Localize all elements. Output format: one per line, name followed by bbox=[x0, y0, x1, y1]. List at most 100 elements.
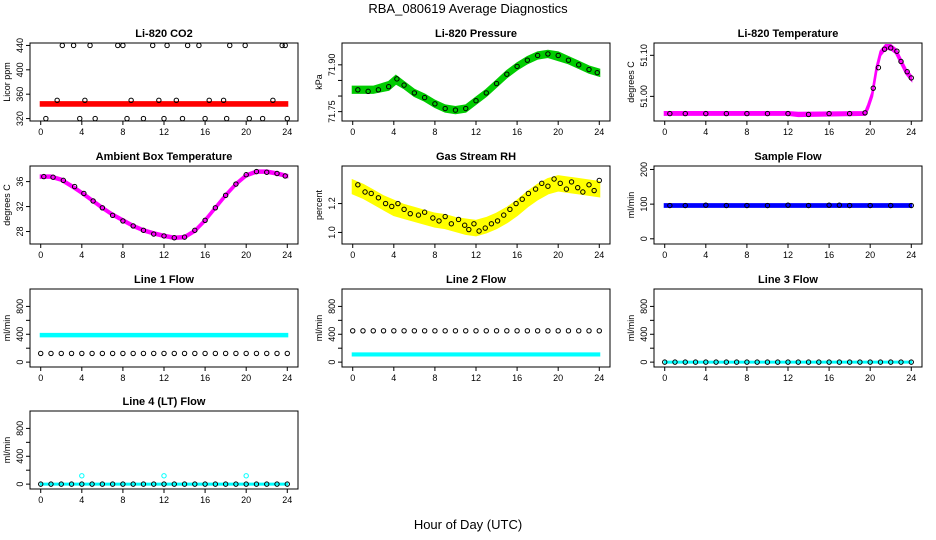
data-point bbox=[908, 75, 914, 81]
data-point bbox=[473, 328, 479, 334]
x-tick-label: 20 bbox=[865, 250, 875, 260]
data-point bbox=[259, 115, 266, 121]
data-point bbox=[826, 359, 832, 365]
y-axis-label: percent bbox=[314, 189, 324, 220]
data-point bbox=[181, 350, 188, 357]
data-point bbox=[89, 350, 95, 357]
data-point bbox=[360, 328, 366, 334]
data-point bbox=[270, 97, 276, 103]
data-point bbox=[473, 98, 479, 104]
x-tick-label: 12 bbox=[159, 250, 169, 260]
data-point bbox=[184, 43, 191, 49]
data-point bbox=[401, 82, 407, 88]
x-tick-label: 12 bbox=[159, 373, 169, 383]
data-point bbox=[514, 328, 520, 334]
panel-3: Li-820 Temperature degrees C 0 4 8 12 16 20 24 51… bbox=[626, 28, 923, 137]
panel-title: Sample Flow bbox=[754, 151, 822, 163]
data-point bbox=[795, 359, 801, 365]
data-point bbox=[682, 359, 688, 365]
data-point bbox=[140, 115, 147, 121]
x-tick-label: 12 bbox=[471, 250, 481, 260]
x-tick-label: 20 bbox=[241, 127, 251, 137]
data-point bbox=[596, 177, 602, 184]
data-point bbox=[156, 97, 162, 103]
data-point bbox=[493, 80, 500, 87]
data-point bbox=[692, 359, 699, 365]
data-band bbox=[351, 175, 601, 237]
data-point bbox=[375, 87, 382, 93]
data-point bbox=[744, 110, 750, 117]
data-point bbox=[171, 481, 177, 487]
data-point bbox=[407, 210, 413, 217]
data-point bbox=[662, 359, 668, 365]
x-tick-label: 12 bbox=[159, 495, 169, 505]
x-tick-label: 16 bbox=[200, 127, 210, 137]
data-point bbox=[233, 181, 239, 187]
data-point bbox=[130, 481, 136, 487]
data-point bbox=[836, 359, 843, 365]
x-tick-label: 4 bbox=[391, 373, 396, 383]
x-tick-label: 8 bbox=[744, 127, 749, 137]
data-point bbox=[38, 350, 44, 357]
x-tick-label: 8 bbox=[744, 373, 749, 383]
panel-title: Li-820 Pressure bbox=[435, 28, 517, 40]
y-tick-label: 200 bbox=[639, 162, 649, 177]
data-point bbox=[243, 473, 249, 479]
data-point bbox=[171, 235, 177, 241]
data-point bbox=[60, 177, 67, 184]
data-point bbox=[140, 350, 147, 357]
data-point bbox=[463, 328, 469, 334]
data-point bbox=[202, 115, 208, 121]
data-point bbox=[284, 481, 290, 487]
data-point bbox=[48, 350, 54, 357]
data-point bbox=[805, 111, 812, 118]
data-point bbox=[826, 202, 832, 208]
x-tick-label: 12 bbox=[471, 127, 481, 137]
data-point bbox=[862, 110, 868, 116]
data-point bbox=[888, 45, 894, 51]
data-point bbox=[401, 328, 407, 334]
x-tick-label: 8 bbox=[744, 250, 749, 260]
data-point bbox=[401, 206, 407, 213]
series-group bbox=[350, 328, 602, 357]
series-group bbox=[39, 168, 289, 241]
x-tick-label: 0 bbox=[350, 373, 355, 383]
x-tick-label: 4 bbox=[703, 373, 708, 383]
x-tick-label: 20 bbox=[553, 373, 563, 383]
panel-title: Li-820 Temperature bbox=[738, 28, 839, 40]
data-point bbox=[421, 209, 428, 215]
y-axis-label: degrees C bbox=[2, 184, 12, 226]
data-point bbox=[128, 97, 134, 103]
data-point bbox=[785, 110, 791, 117]
data-band bbox=[351, 49, 601, 115]
y-axis-label: kPa bbox=[314, 74, 324, 90]
x-tick-label: 24 bbox=[906, 127, 916, 137]
x-tick-label: 20 bbox=[241, 250, 251, 260]
data-point bbox=[355, 87, 361, 93]
x-tick-label: 4 bbox=[391, 250, 396, 260]
y-tick-label: 400 bbox=[639, 327, 649, 342]
x-tick-label: 16 bbox=[200, 495, 210, 505]
data-point bbox=[253, 350, 260, 357]
y-tick-label: 440 bbox=[15, 38, 25, 53]
data-band bbox=[39, 332, 289, 338]
x-tick-label: 24 bbox=[282, 495, 292, 505]
data-point bbox=[908, 359, 914, 365]
data-point bbox=[164, 43, 170, 49]
x-tick-label: 0 bbox=[38, 373, 43, 383]
data-point bbox=[591, 187, 597, 194]
data-point bbox=[370, 328, 376, 334]
y-tick-label: 0 bbox=[15, 482, 25, 487]
plot-frame bbox=[653, 288, 923, 368]
data-point bbox=[206, 97, 212, 103]
y-tick-label: 800 bbox=[327, 299, 337, 314]
data-point bbox=[881, 46, 888, 52]
data-point bbox=[79, 481, 85, 487]
data-point bbox=[888, 359, 894, 365]
data-point bbox=[242, 43, 248, 49]
data-point bbox=[421, 328, 428, 334]
data-point bbox=[723, 202, 730, 209]
data-point bbox=[41, 173, 47, 180]
data-point bbox=[672, 359, 678, 365]
data-point bbox=[568, 179, 575, 185]
